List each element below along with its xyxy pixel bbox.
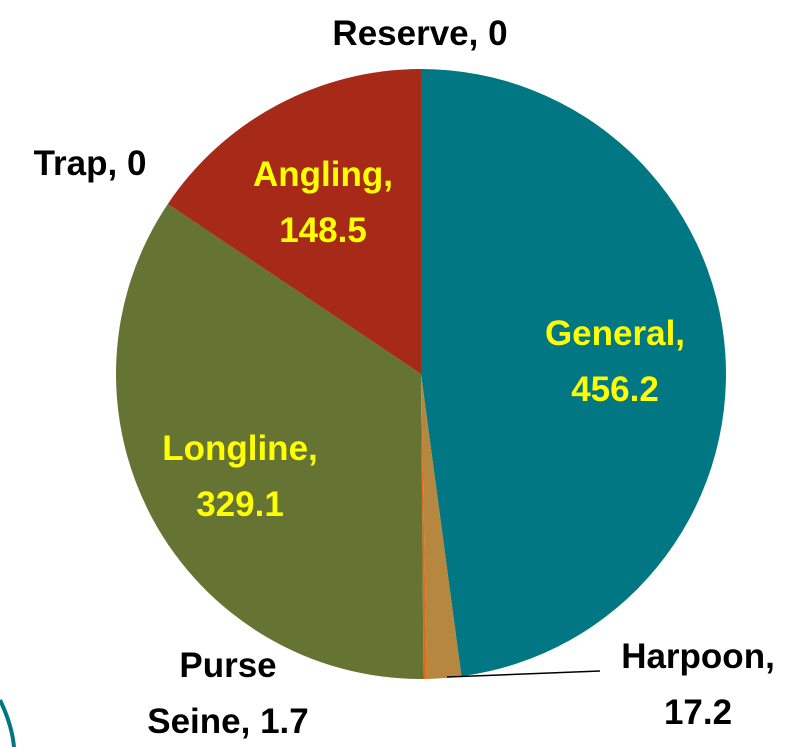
decoration — [0, 699, 16, 747]
data-label-line: Harpoon, — [621, 637, 775, 676]
pie-slice — [167, 69, 421, 374]
data-label-line: Purse — [179, 646, 276, 685]
data-label: Angling, 148.5 — [253, 155, 393, 250]
data-label-line: Seine, 1.7 — [147, 702, 308, 741]
data-label-line: 148.5 — [279, 211, 367, 250]
data-label-line: 17.2 — [664, 693, 732, 732]
pie-slice — [115, 203, 424, 679]
data-label: Harpoon, 17.2 — [621, 637, 775, 732]
data-label-line: Angling, — [253, 155, 393, 194]
data-label-line: Reserve, 0 — [332, 14, 507, 53]
data-label-line: Longline, — [162, 429, 318, 468]
data-label-line: 329.1 — [196, 485, 284, 524]
data-label: Purse Seine, 1.7 — [147, 646, 308, 741]
pie-slice — [421, 374, 462, 679]
data-label: Longline, 329.1 — [162, 429, 318, 524]
data-label: Trap, 0 — [34, 144, 147, 183]
pie-slice — [421, 374, 427, 679]
pie-slice — [421, 69, 727, 677]
data-label-line: 456.2 — [571, 370, 659, 409]
data-label: Reserve, 0 — [332, 14, 507, 53]
data-label: General, 456.2 — [545, 314, 685, 409]
pie-slice — [167, 203, 421, 374]
leader-line — [446, 670, 601, 678]
data-label-line: Trap, 0 — [34, 144, 147, 183]
data-label-line: General, — [545, 314, 685, 353]
